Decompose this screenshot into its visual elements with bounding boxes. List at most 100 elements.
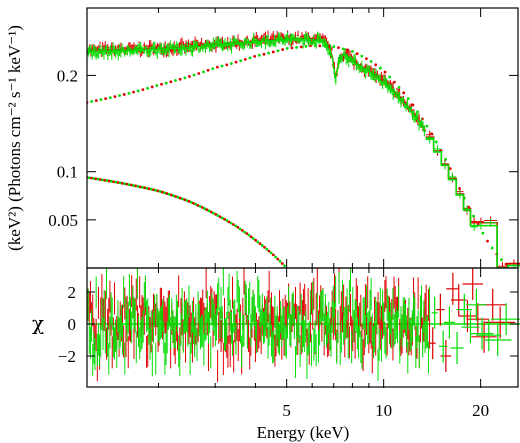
model-dot <box>163 191 167 195</box>
model-dot <box>160 82 163 86</box>
model-dot <box>185 199 189 202</box>
model-dot <box>257 53 261 57</box>
model-dot <box>486 239 489 243</box>
residual-panel <box>87 268 520 383</box>
model-dot <box>243 230 246 234</box>
model-dot <box>229 221 233 225</box>
model-dot <box>378 66 382 70</box>
model-dot <box>304 44 308 48</box>
model-dot <box>141 88 145 92</box>
model-dot <box>223 217 226 221</box>
model-dot <box>174 79 177 82</box>
model-dot <box>243 57 247 61</box>
model-dot <box>467 205 471 209</box>
model-dot <box>121 181 124 185</box>
model-dot <box>125 182 129 186</box>
y-tick-label: 0.1 <box>57 163 78 182</box>
green-residuals <box>87 268 520 381</box>
model-dot <box>276 257 280 261</box>
model-dot <box>374 63 378 67</box>
model-dot <box>154 188 158 192</box>
model-dot <box>112 180 116 184</box>
model-dot <box>103 178 107 182</box>
model-dot <box>247 233 251 237</box>
model-dot <box>178 196 182 200</box>
model-dot <box>232 223 235 226</box>
model-dot <box>187 199 191 203</box>
model-dot <box>143 186 147 190</box>
model-dot <box>227 220 231 224</box>
model-dot <box>500 258 503 262</box>
model-dot <box>504 262 508 266</box>
model-dot <box>90 176 93 180</box>
model-dot <box>360 54 364 58</box>
model-dot <box>118 181 122 185</box>
model-dot <box>238 227 242 231</box>
model-dot <box>218 215 222 219</box>
model-dot <box>136 89 140 93</box>
x-tick-label: 10 <box>375 401 392 420</box>
model-dot <box>234 224 238 228</box>
y-tick-label: 0.05 <box>48 211 78 230</box>
model-dot <box>180 197 184 201</box>
x-axis-title: Energy (keV) <box>257 423 350 442</box>
spectrum-panel <box>87 30 520 268</box>
model-dot <box>105 179 109 182</box>
axis-ticks: 5 10 200.050.10.220−2 <box>48 8 518 420</box>
model-dot <box>215 65 219 69</box>
model-dot <box>240 228 244 232</box>
model-dot <box>271 50 275 54</box>
model-dot <box>285 46 289 50</box>
model-dot <box>290 46 294 50</box>
model-dot <box>172 194 175 198</box>
model-dot <box>116 181 120 184</box>
model-dot <box>169 80 173 84</box>
model-dot <box>114 180 118 184</box>
model-dot <box>280 262 284 265</box>
model-dot <box>122 93 126 96</box>
model-dot <box>101 178 104 182</box>
model-dot <box>196 203 200 207</box>
model-component-2 <box>87 176 286 268</box>
model-dot <box>205 208 209 212</box>
model-dot <box>206 68 210 72</box>
model-dot <box>99 98 103 102</box>
model-dot <box>127 183 131 186</box>
model-dot <box>225 63 229 67</box>
residual-y-tick-label: 0 <box>68 315 77 334</box>
model-dot <box>318 44 322 48</box>
model-dot <box>189 200 193 204</box>
x-tick-label: 5 <box>282 401 291 420</box>
model-dot <box>192 201 195 205</box>
model-dot <box>145 186 149 190</box>
model-dot <box>92 177 96 180</box>
model-dot <box>132 90 135 94</box>
model-dot <box>156 189 160 193</box>
red-data-series <box>87 30 520 268</box>
model-dot <box>402 91 406 95</box>
y-tick-label: 0.2 <box>57 66 78 85</box>
model-dot <box>234 60 238 64</box>
red-model-steps <box>425 136 520 268</box>
model-dot <box>197 72 201 75</box>
model-dot <box>212 211 215 215</box>
model-dot <box>249 235 253 239</box>
model-dot <box>188 75 191 78</box>
model-dot <box>203 207 206 210</box>
model-dot <box>174 195 178 198</box>
model-dot <box>98 178 102 181</box>
model-dot <box>411 103 415 107</box>
model-dot <box>165 192 169 195</box>
model-dot <box>425 124 429 128</box>
model-dot <box>229 62 233 65</box>
model-dot <box>365 57 368 61</box>
model-dot <box>341 47 345 51</box>
model-dot <box>87 176 91 180</box>
model-dot <box>448 167 452 171</box>
model-dot <box>169 193 173 197</box>
model-dot <box>161 190 164 194</box>
model-dot <box>253 55 257 58</box>
model-dot <box>107 179 111 183</box>
model-dot <box>220 216 224 220</box>
